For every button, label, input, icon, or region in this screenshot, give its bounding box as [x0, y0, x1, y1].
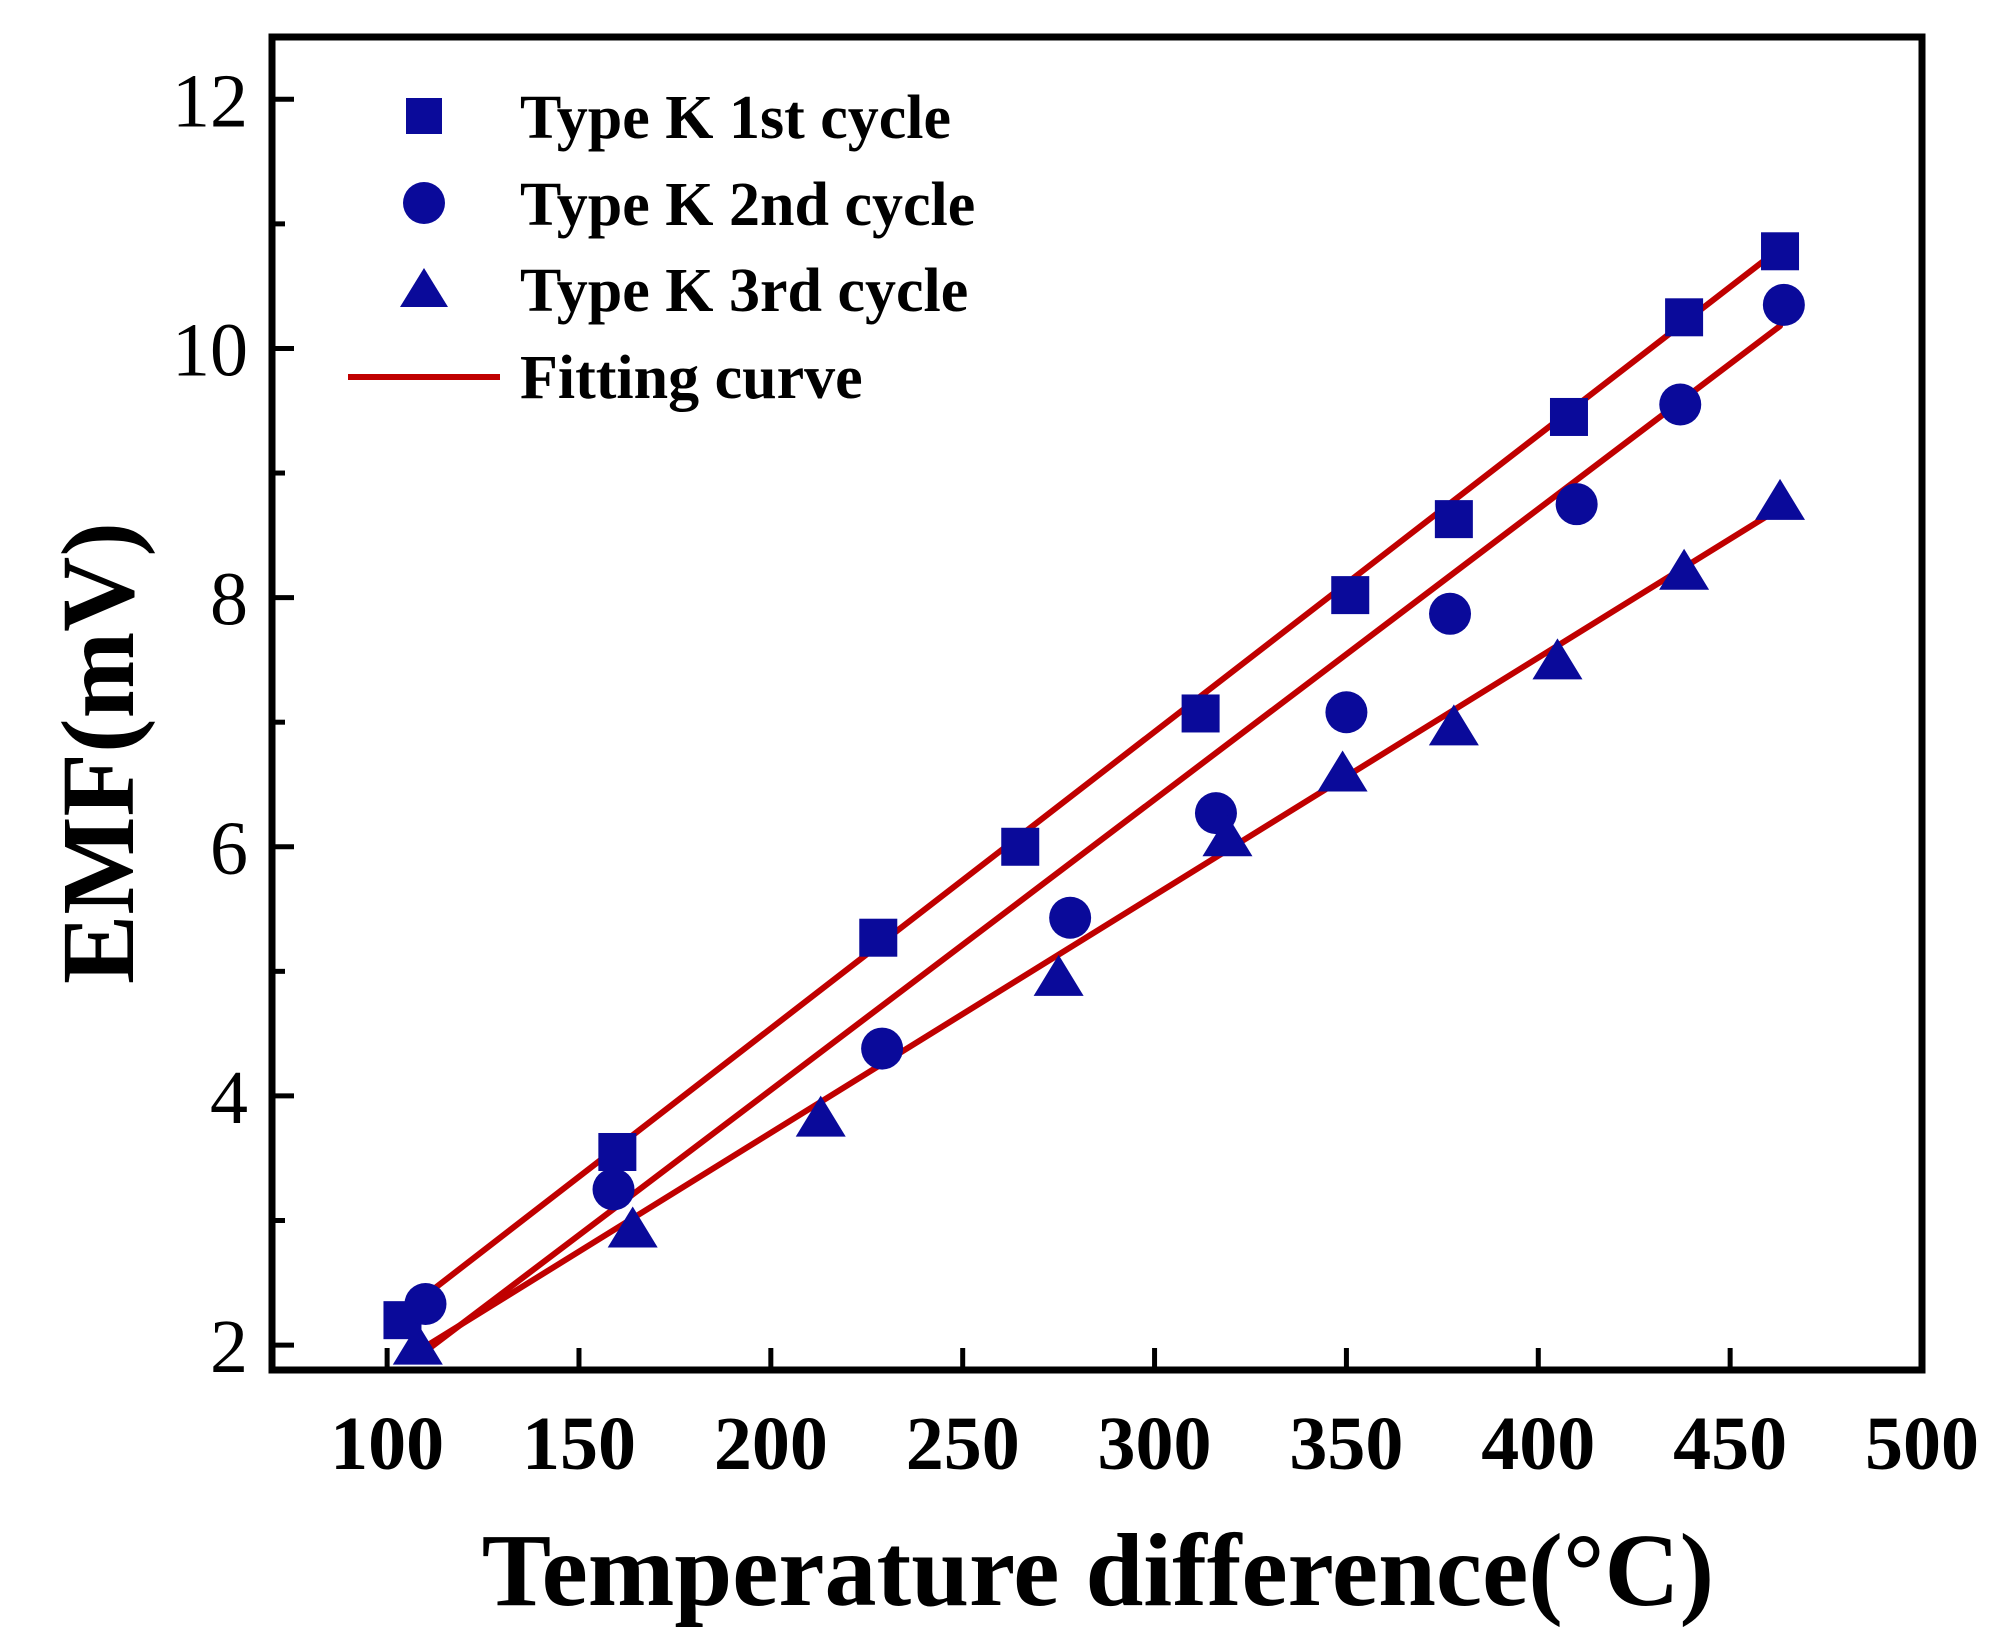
legend-triangle-marker	[400, 268, 448, 307]
x-tick-label: 500	[1865, 1402, 1979, 1486]
x-tick-label: 150	[522, 1402, 636, 1486]
legend: Type K 1st cycle Type K 2nd cycle Type K…	[348, 84, 975, 412]
y-tick-label: 6	[210, 807, 248, 891]
data-point-triangle	[1317, 750, 1368, 792]
data-point-triangle	[392, 1323, 443, 1365]
data-point-square	[1001, 827, 1040, 866]
data-point-square	[1549, 397, 1588, 436]
data-point-square	[859, 918, 898, 957]
data-point-square	[1665, 298, 1704, 337]
legend-label-3rd: Type K 3rd cycle	[520, 257, 968, 325]
y-tick-label: 10	[172, 308, 248, 392]
x-tick-label: 350	[1289, 1402, 1403, 1486]
data-point-triangle	[1532, 638, 1583, 680]
x-tick-label: 300	[1098, 1402, 1212, 1486]
x-tick-label: 450	[1673, 1402, 1787, 1486]
data-point-triangle	[1755, 478, 1806, 520]
y-tick-labels: 2 4 6 8 10 12	[172, 59, 248, 1389]
data-markers	[383, 232, 1806, 1365]
y-tick-label: 2	[210, 1305, 248, 1389]
data-point-circle	[1555, 483, 1598, 526]
tick-marks	[272, 96, 1925, 1370]
x-axis-title: Temperature difference(°C)	[482, 1513, 1714, 1628]
data-point-circle	[861, 1027, 904, 1070]
fitting-line	[422, 323, 1784, 1355]
data-point-square	[1331, 576, 1370, 615]
x-tick-labels: 100 150 200 250 300 350 400 450 500	[330, 1402, 1979, 1486]
data-point-circle	[1762, 283, 1805, 326]
data-point-triangle	[1428, 704, 1479, 746]
data-point-triangle	[1202, 815, 1253, 857]
legend-label-1st: Type K 1st cycle	[520, 84, 951, 152]
data-point-circle	[1049, 896, 1092, 939]
y-axis-title: EMF(mV)	[41, 522, 156, 984]
data-point-triangle	[1033, 954, 1084, 996]
x-tick-label: 250	[906, 1402, 1020, 1486]
y-tick-label: 8	[210, 558, 248, 642]
data-point-square	[1761, 232, 1800, 271]
data-point-circle	[1659, 383, 1702, 426]
data-point-square	[598, 1132, 637, 1171]
legend-label-fit: Fitting curve	[520, 344, 863, 412]
fitting-line	[414, 507, 1780, 1355]
x-tick-label: 200	[714, 1402, 828, 1486]
data-point-triangle	[795, 1095, 846, 1137]
legend-label-2nd: Type K 2nd cycle	[520, 171, 975, 239]
x-tick-label: 400	[1481, 1402, 1595, 1486]
data-point-circle	[1429, 592, 1472, 635]
y-tick-label: 4	[210, 1056, 248, 1140]
data-point-circle	[404, 1282, 447, 1325]
legend-square-marker	[406, 98, 442, 134]
data-point-square	[1434, 500, 1473, 539]
y-tick-label: 12	[172, 59, 248, 143]
data-point-square	[1181, 694, 1220, 733]
plot-frame	[268, 33, 1926, 1374]
x-tick-label: 100	[330, 1402, 444, 1486]
legend-circle-marker	[403, 182, 445, 224]
data-point-triangle	[1659, 548, 1710, 590]
data-point-triangle	[607, 1206, 658, 1248]
data-point-circle	[592, 1168, 635, 1211]
data-point-circle	[1325, 691, 1368, 734]
